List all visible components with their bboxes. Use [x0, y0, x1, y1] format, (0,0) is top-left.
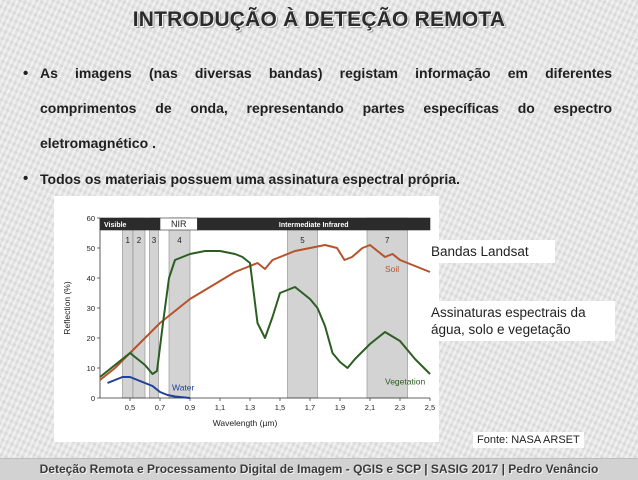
chart-svg: 1 2 3 4 5 7 Visible NIR Intermediate Infrared 0 10… — [62, 214, 435, 428]
landsat-band-label: 3 — [152, 236, 157, 245]
y-tick-label: 50 — [87, 244, 95, 253]
y-tick-label: 40 — [87, 274, 95, 283]
bullet-list: As imagens (nas diversas bandas) regista… — [23, 56, 612, 189]
series-label-soil: Soil — [385, 264, 399, 274]
x-tick-label: 0,9 — [185, 403, 195, 412]
bullet-item-signature: Todos os materiais possuem uma assinatur… — [23, 169, 612, 189]
y-tick-label: 10 — [87, 364, 95, 373]
y-tick-label: 60 — [87, 214, 95, 223]
landsat-band-label: 5 — [300, 236, 305, 245]
x-tick-label: 2,3 — [395, 403, 405, 412]
slide-footer: Deteção Remota e Processamento Digital d… — [0, 458, 638, 480]
y-tick-label: 20 — [87, 334, 95, 343]
x-axis-label: Wavelength (µm) — [213, 418, 278, 428]
x-tick-label: 1,5 — [275, 403, 285, 412]
spectral-region-2 — [197, 217, 431, 231]
spectral-signature-chart: 1 2 3 4 5 7 Visible NIR Intermediate Infrared 0 10… — [54, 196, 439, 442]
landsat-band-7 — [366, 217, 408, 399]
landsat-band-label: 4 — [177, 236, 182, 245]
x-tick-label: 1,7 — [305, 403, 315, 412]
series-label-water: Water — [172, 383, 195, 393]
x-tick-label: 2,5 — [425, 403, 435, 412]
landsat-band-2 — [132, 217, 146, 399]
spectral-region-label: Intermediate Infrared — [279, 222, 349, 229]
bullet-line: eletromagnético . — [40, 135, 156, 151]
x-tick-label: 2,1 — [365, 403, 375, 412]
landsat-band-label: 7 — [385, 236, 390, 245]
callout-landsat-bands: Bandas Landsat — [427, 240, 555, 263]
x-tick-label: 0,7 — [155, 403, 165, 412]
bullet-line: As imagens (nas diversas bandas) regista… — [40, 65, 612, 81]
landsat-band-5 — [287, 217, 318, 399]
y-axis-label: Reflection (%) — [62, 281, 72, 335]
x-tick-label: 0,5 — [125, 403, 135, 412]
landsat-band-1 — [122, 217, 134, 399]
landsat-band-label: 1 — [126, 236, 131, 245]
y-tick-label: 0 — [91, 394, 95, 403]
landsat-band-label: 2 — [137, 236, 142, 245]
x-tick-label: 1,3 — [245, 403, 255, 412]
x-tick-label: 1,1 — [215, 403, 225, 412]
y-tick-label: 30 — [87, 304, 95, 313]
x-tick-label: 1,9 — [335, 403, 345, 412]
bullet-line: Todos os materiais possuem uma assinatur… — [40, 171, 460, 187]
spectral-region-label: NIR — [171, 219, 187, 229]
bullet-line: comprimentos de onda, representando part… — [40, 100, 612, 116]
callout-spectral-signatures: Assinaturas espectrais da água, solo e v… — [427, 301, 615, 341]
slide-title: INTRODUÇÃO À DETEÇÃO REMOTA — [132, 8, 506, 31]
series-label-vegetation: Vegetation — [385, 377, 425, 387]
figure-source: Fonte: NASA ARSET — [473, 432, 584, 448]
series-line-vegetation — [99, 250, 431, 378]
spectral-region-label: Visible — [104, 222, 127, 229]
series-line-water — [107, 376, 191, 399]
series-line-soil — [99, 244, 431, 381]
bullet-item-bands: As imagens (nas diversas bandas) regista… — [23, 56, 612, 161]
